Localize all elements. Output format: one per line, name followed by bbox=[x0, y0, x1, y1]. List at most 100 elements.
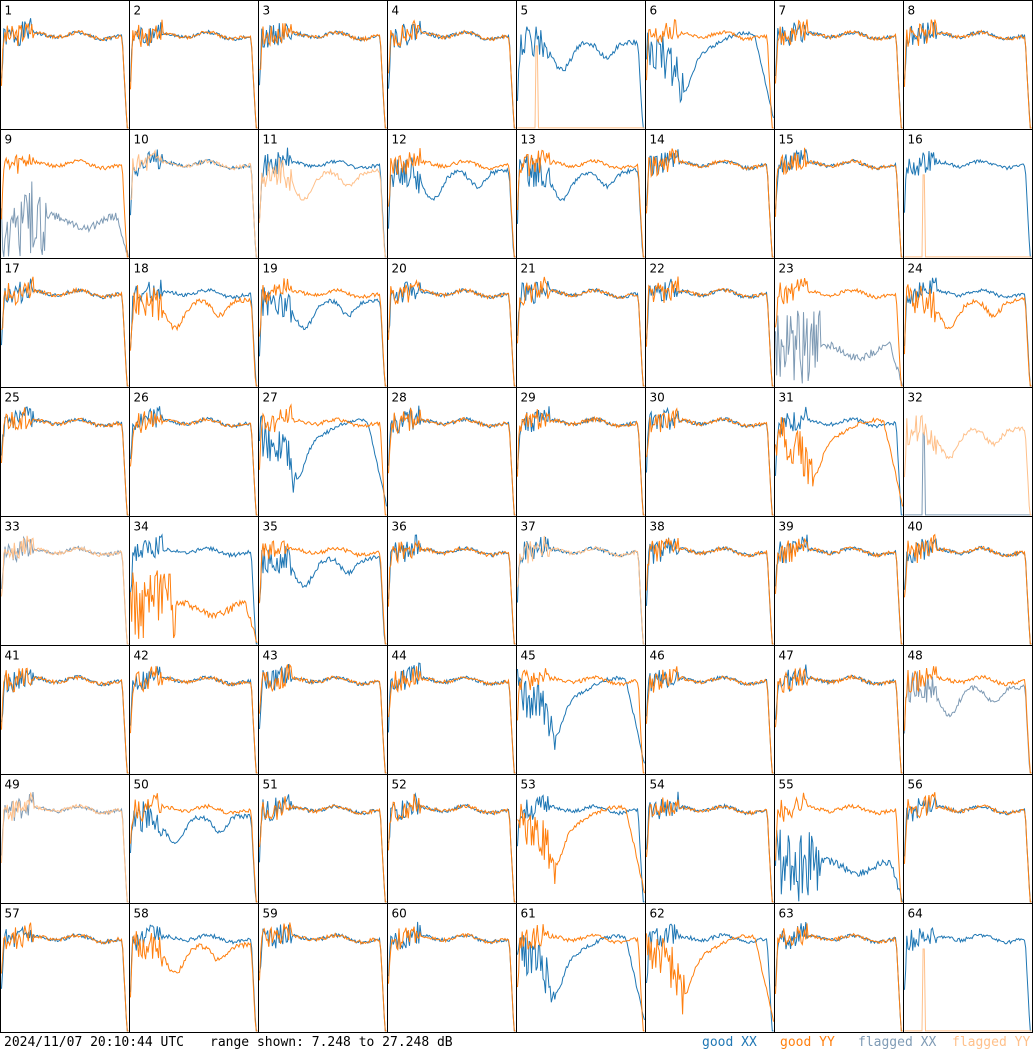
panel-label: 2 bbox=[134, 4, 142, 18]
series-yy-20 bbox=[388, 278, 516, 387]
series-yy-58 bbox=[130, 931, 258, 1032]
panel-42: 42 bbox=[129, 645, 259, 775]
panel-frame bbox=[258, 387, 388, 517]
panel-frame bbox=[516, 903, 646, 1033]
timestamp: 2024/11/07 20:10:44 UTC bbox=[4, 1035, 185, 1050]
series-yy-10 bbox=[130, 149, 258, 258]
panel-15: 15 bbox=[774, 129, 904, 259]
panel-label: 36 bbox=[392, 520, 407, 534]
panel-frame bbox=[258, 129, 388, 259]
panel-frame bbox=[129, 129, 259, 259]
series-yy-27 bbox=[259, 403, 387, 516]
series-xx-48 bbox=[904, 671, 1032, 774]
panel-43: 43 bbox=[258, 645, 388, 775]
panel-frame bbox=[645, 258, 775, 388]
panel-label: 40 bbox=[908, 520, 923, 534]
panel-55: 55 bbox=[774, 774, 904, 904]
panel-8: 8 bbox=[903, 0, 1033, 130]
panel-label: 53 bbox=[521, 778, 536, 792]
panel-label: 1 bbox=[5, 4, 13, 18]
panel-label: 33 bbox=[5, 520, 20, 534]
series-xx-16 bbox=[904, 150, 1032, 258]
panel-label: 29 bbox=[521, 391, 536, 405]
panel-frame bbox=[0, 645, 130, 775]
panel-17: 17 bbox=[0, 258, 130, 388]
series-xx-9 bbox=[1, 181, 129, 257]
panel-41: 41 bbox=[0, 645, 130, 775]
series-yy-36 bbox=[388, 540, 516, 645]
panel-44: 44 bbox=[387, 645, 517, 775]
panel-frame bbox=[0, 0, 130, 130]
panel-label: 24 bbox=[908, 262, 923, 276]
panel-frame bbox=[387, 903, 517, 1033]
panel-13: 13 bbox=[516, 129, 646, 259]
series-yy-43 bbox=[259, 663, 387, 774]
panel-frame bbox=[0, 903, 130, 1033]
series-yy-2 bbox=[130, 19, 258, 129]
panel-frame bbox=[129, 0, 259, 130]
panel-64: 64 bbox=[903, 903, 1033, 1033]
panel-label: 27 bbox=[263, 391, 278, 405]
panel-62: 62 bbox=[645, 903, 775, 1033]
panel-38: 38 bbox=[645, 516, 775, 646]
panel-frame bbox=[516, 387, 646, 517]
panel-label: 10 bbox=[134, 133, 149, 147]
panel-label: 26 bbox=[134, 391, 149, 405]
panel-frame bbox=[258, 516, 388, 646]
series-xx-32 bbox=[904, 432, 1032, 516]
panel-frame bbox=[387, 774, 517, 904]
series-yy-3 bbox=[259, 23, 387, 129]
panel-frame bbox=[129, 258, 259, 388]
panel-label: 60 bbox=[392, 907, 407, 921]
series-xx-43 bbox=[259, 664, 387, 774]
panel-49: 49 bbox=[0, 774, 130, 904]
panel-label: 64 bbox=[908, 907, 923, 921]
panel-frame bbox=[129, 516, 259, 646]
panel-frame bbox=[516, 774, 646, 904]
panel-51: 51 bbox=[258, 774, 388, 904]
series-yy-59 bbox=[259, 922, 387, 1032]
panel-frame bbox=[516, 129, 646, 259]
panel-label: 56 bbox=[908, 778, 923, 792]
panel-label: 3 bbox=[263, 4, 271, 18]
series-xx-6 bbox=[646, 30, 774, 119]
series-yy-12 bbox=[388, 148, 516, 258]
panel-frame bbox=[774, 387, 904, 517]
panel-63: 63 bbox=[774, 903, 904, 1033]
panel-label: 46 bbox=[650, 649, 665, 663]
series-yy-18 bbox=[130, 285, 258, 387]
panel-label: 18 bbox=[134, 262, 149, 276]
series-yy-11 bbox=[259, 157, 387, 258]
legend-good-yy: good YY bbox=[780, 1035, 835, 1050]
series-yy-42 bbox=[130, 665, 258, 774]
panel-37: 37 bbox=[516, 516, 646, 646]
series-yy-31 bbox=[775, 417, 903, 507]
series-yy-64 bbox=[904, 948, 1032, 1032]
panel-frame bbox=[645, 774, 775, 904]
panel-label: 50 bbox=[134, 778, 149, 792]
panel-label: 14 bbox=[650, 133, 665, 147]
panel-frame bbox=[258, 774, 388, 904]
series-xx-12 bbox=[388, 157, 516, 258]
panel-label: 59 bbox=[263, 907, 278, 921]
series-xx-60 bbox=[388, 921, 516, 1032]
series-yy-35 bbox=[259, 540, 387, 645]
panel-57: 57 bbox=[0, 903, 130, 1033]
panel-frame bbox=[774, 774, 904, 904]
panel-label: 13 bbox=[521, 133, 536, 147]
panel-frame bbox=[645, 0, 775, 130]
panel-label: 21 bbox=[521, 262, 536, 276]
panel-frame bbox=[0, 516, 130, 646]
panel-frame bbox=[258, 645, 388, 775]
series-yy-46 bbox=[646, 666, 774, 774]
panel-label: 19 bbox=[263, 262, 278, 276]
series-yy-50 bbox=[130, 793, 258, 903]
series-yy-19 bbox=[259, 278, 387, 387]
panel-label: 43 bbox=[263, 649, 278, 663]
series-yy-22 bbox=[646, 276, 774, 387]
panel-frame bbox=[0, 129, 130, 259]
panel-label: 49 bbox=[5, 778, 20, 792]
panel-4: 4 bbox=[387, 0, 517, 130]
panel-16: 16 bbox=[903, 129, 1033, 259]
panel-frame bbox=[0, 387, 130, 517]
